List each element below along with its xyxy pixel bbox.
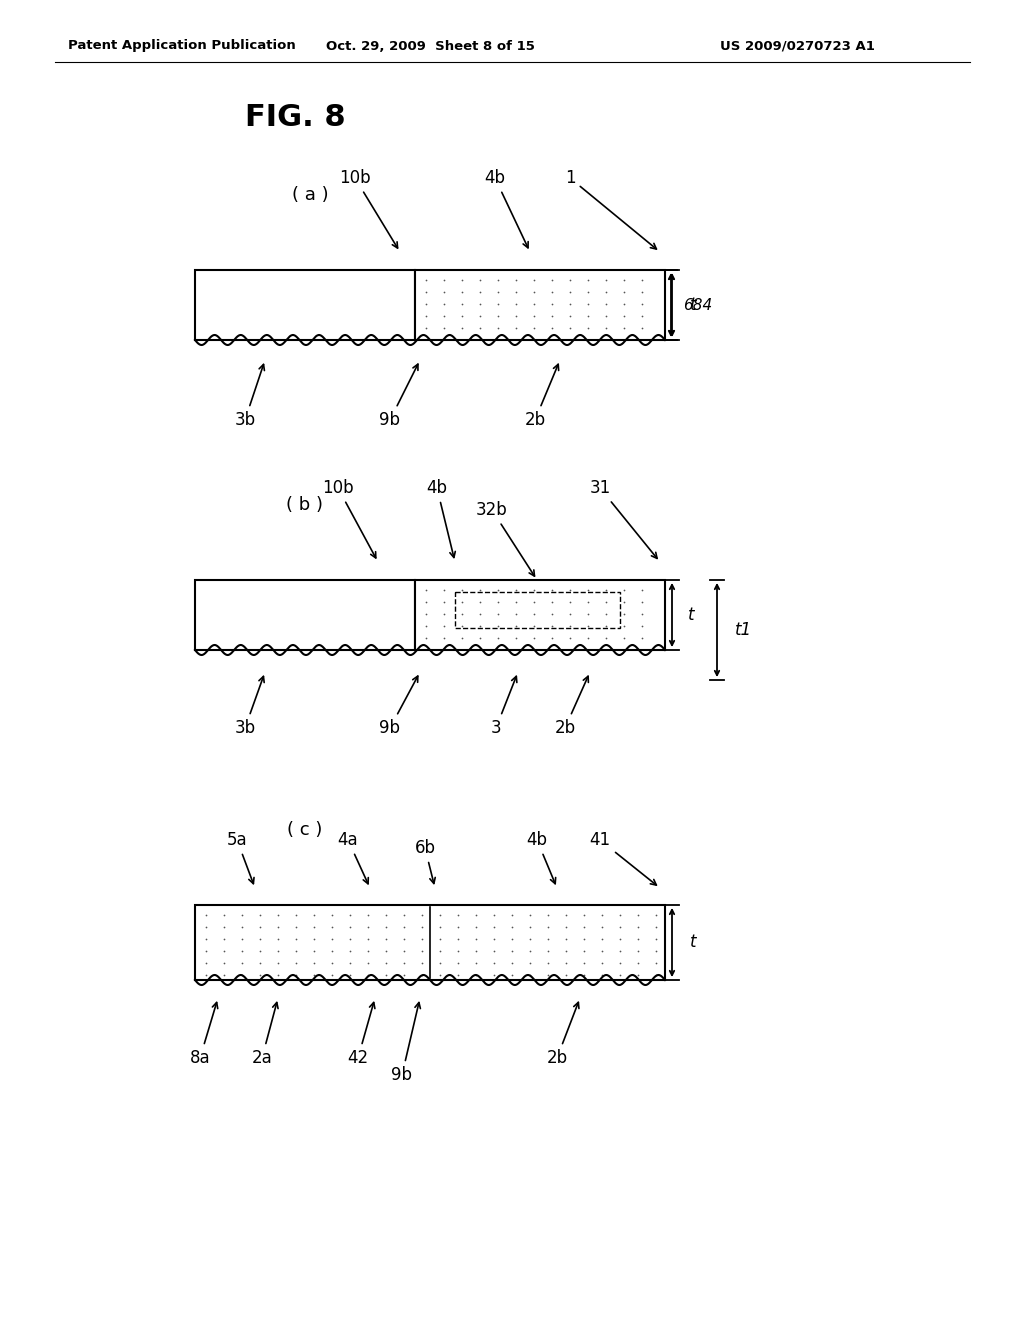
Text: 5a: 5a [226,832,254,883]
Bar [195,906,665,979]
Text: 42: 42 [347,1002,375,1067]
Text: t: t [688,606,694,624]
Text: US 2009/0270723 A1: US 2009/0270723 A1 [720,40,874,53]
Bar [455,591,620,628]
Text: 9b: 9b [380,676,418,737]
Bar [195,271,415,341]
Text: 4b: 4b [484,169,528,248]
Text: 32b: 32b [476,502,535,576]
Text: 2a: 2a [252,1002,279,1067]
Text: Oct. 29, 2009  Sheet 8 of 15: Oct. 29, 2009 Sheet 8 of 15 [326,40,535,53]
Bar [415,271,665,341]
Text: Patent Application Publication: Patent Application Publication [68,40,296,53]
Text: 6b: 6b [415,840,435,883]
Text: 10b: 10b [339,169,397,248]
Text: 31: 31 [590,479,657,558]
Text: 2b: 2b [524,364,559,429]
Text: 1: 1 [564,169,656,249]
Text: FIG. 8: FIG. 8 [245,103,346,132]
Text: t1: t1 [735,620,752,639]
Text: 3b: 3b [234,676,264,737]
Text: ( c ): ( c ) [288,821,323,840]
Text: 2b: 2b [547,1002,579,1067]
Bar [195,579,415,649]
Text: 9b: 9b [380,364,418,429]
Text: 2b: 2b [554,676,589,737]
Text: ( a ): ( a ) [292,186,329,205]
Text: 4a: 4a [338,832,369,884]
Text: 684: 684 [683,297,713,313]
Text: t: t [690,296,696,314]
Text: ( b ): ( b ) [287,496,324,513]
Text: 10b: 10b [323,479,376,558]
Text: 3b: 3b [234,364,264,429]
Text: 4b: 4b [427,479,456,557]
Text: 3: 3 [490,676,517,737]
Text: 41: 41 [590,832,656,886]
Text: 8a: 8a [189,1002,218,1067]
Text: 9b: 9b [391,1002,421,1084]
Text: 4b: 4b [526,832,556,883]
Bar [415,579,665,649]
Text: t: t [690,933,696,950]
